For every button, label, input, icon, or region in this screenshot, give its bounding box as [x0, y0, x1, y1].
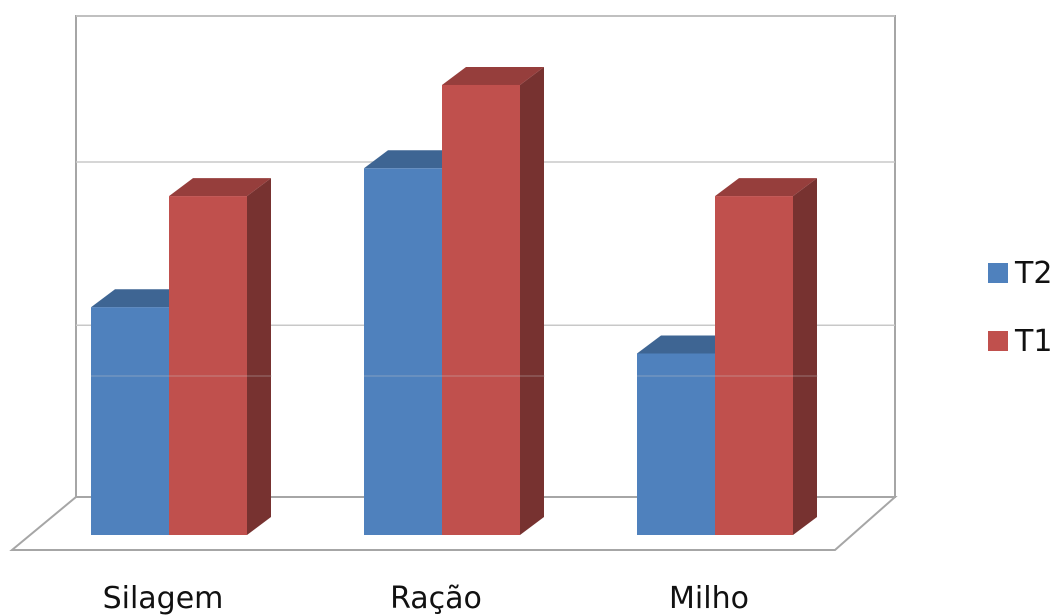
legend-swatch-t2 [988, 263, 1008, 283]
bar-top [169, 178, 271, 197]
bar-top [715, 178, 817, 197]
bar-front [637, 353, 715, 535]
bar-front [715, 196, 793, 536]
bar-side [247, 178, 271, 536]
legend-swatch-t1 [988, 331, 1008, 351]
category-labels: Silagem Ração Milho [103, 581, 749, 615]
bar-t1-2 [715, 178, 817, 536]
category-label: Ração [390, 581, 482, 615]
bar-top [91, 289, 193, 308]
bar-top [637, 335, 739, 354]
bars [91, 66, 818, 536]
bar-front [442, 84, 520, 536]
bar-front [364, 168, 442, 535]
bar-front [169, 196, 247, 536]
bar-t1-0 [169, 178, 271, 536]
bar-side [793, 178, 817, 536]
legend-label-t2: T2 [1014, 256, 1052, 291]
bar-front [91, 307, 169, 535]
bar-top [442, 66, 544, 85]
bar-t1-1 [442, 66, 544, 536]
legend: T2 T1 [988, 256, 1052, 359]
bar-top [364, 150, 466, 169]
category-label: Milho [669, 581, 749, 615]
legend-label-t1: T1 [1014, 324, 1052, 359]
category-label: Silagem [103, 581, 224, 615]
bar-side [520, 66, 544, 536]
